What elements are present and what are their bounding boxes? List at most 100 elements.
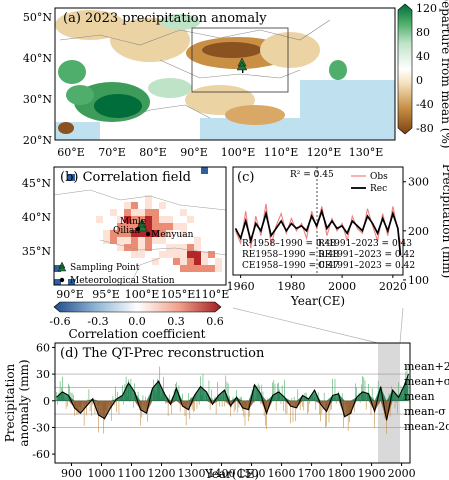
correlation-cell xyxy=(187,244,194,251)
correlation-cell xyxy=(159,230,166,237)
x-tick-label: 1300 xyxy=(178,467,206,480)
stat-left: RE1958–1990 = 0.48 xyxy=(242,250,339,260)
correlation-cell xyxy=(103,230,110,237)
zoom-connector xyxy=(399,307,404,344)
correlation-cell xyxy=(138,216,145,223)
site-label-minle: Minle xyxy=(120,217,146,227)
x-tick-label: 2000 xyxy=(328,280,356,293)
correlation-cell xyxy=(124,209,131,216)
correlation-cell xyxy=(187,251,194,258)
correlation-cell xyxy=(145,209,152,216)
correlation-cell xyxy=(68,174,75,181)
y-tick-label: 60 xyxy=(36,341,50,354)
site-label-qilian: Qilian xyxy=(113,226,140,236)
x-tick-label: 1100 xyxy=(118,467,146,480)
correlation-cell xyxy=(124,202,131,209)
correlation-cell xyxy=(159,216,166,223)
panel-a-frame xyxy=(54,7,396,141)
colorbar-b-tick: -0.3 xyxy=(87,315,108,328)
correlation-cell xyxy=(145,223,152,230)
correlation-cell xyxy=(117,230,124,237)
correlation-cell xyxy=(159,251,166,258)
panel-c-xlabel: Year(CE) xyxy=(290,294,345,308)
correlation-cell xyxy=(215,265,222,272)
correlation-cell xyxy=(187,216,194,223)
lat-tick-label: 45°N xyxy=(22,177,51,190)
correlation-cell xyxy=(215,258,222,265)
correlation-cell xyxy=(152,258,159,265)
correlation-cell xyxy=(159,202,166,209)
correlation-cell xyxy=(194,237,201,244)
colorbar-a-bar xyxy=(397,3,413,135)
correlation-cell xyxy=(173,244,180,251)
colorbar-a-tick: -80 xyxy=(416,122,434,135)
correlation-cell xyxy=(208,265,215,272)
lon-tick-label: 70°E xyxy=(98,146,126,159)
lon-tick-label: 130°E xyxy=(349,146,384,159)
correlation-cell xyxy=(131,237,138,244)
ref-label: mean+σ xyxy=(404,375,449,388)
panel-b: (b) Correlation field Minle Qilian Menyu… xyxy=(22,166,230,341)
panel-d-ylabel-line2: anomaly (mm) xyxy=(17,359,31,446)
correlation-cell xyxy=(180,209,187,216)
panel-c-r2: R² = 0.45 xyxy=(290,170,334,180)
colorbar-a-tick: -40 xyxy=(416,98,434,111)
colorbar-a-tick: 0 xyxy=(416,74,423,87)
panel-b-colorbar: -0.6 -0.3 0.0 0.3 0.6 Correlation coeffi… xyxy=(49,301,224,341)
panel-c-label: (c) xyxy=(237,170,254,185)
dry-region xyxy=(55,10,125,40)
dry-region xyxy=(58,122,74,134)
lat-tick-label: 35°N xyxy=(22,245,51,258)
panel-c: (c) R² = 0.45 Obs Rec R²1958–1990 = 0.48… xyxy=(227,164,449,308)
correlation-cell xyxy=(110,230,117,237)
panel-c-plot xyxy=(234,203,402,256)
x-tick-label: 1600 xyxy=(268,467,296,480)
stat-right: RE1991–2023 = 0.42 xyxy=(318,250,415,260)
x-tick-label: 1700 xyxy=(298,467,326,480)
correlation-cell xyxy=(201,167,208,174)
panel-a-colorbar: 120 80 40 0 -40 -80 Departure from mean … xyxy=(397,0,449,149)
panel-d-ylabel-line1: Precipitation xyxy=(3,363,17,442)
correlation-cell xyxy=(201,265,208,272)
stat-left: R²1958–1990 = 0.48 xyxy=(242,239,336,249)
correlation-cell xyxy=(110,237,117,244)
colorbar-a-tick: 40 xyxy=(416,50,430,63)
lon-tick-label: 110°E xyxy=(195,288,230,301)
correlation-cell xyxy=(152,209,159,216)
colorbar-a-label: Departure from mean (%) xyxy=(439,0,449,149)
panel-b-title: (b) Correlation field xyxy=(60,170,191,185)
wet-region xyxy=(148,78,192,98)
ref-label: mean-σ xyxy=(404,405,446,418)
correlation-cell xyxy=(166,223,173,230)
correlation-cell xyxy=(138,237,145,244)
colorbar-b-tick: 0.0 xyxy=(128,315,146,328)
dry-anomaly-area xyxy=(56,400,409,421)
legend-sampling-icon xyxy=(57,261,67,272)
colorbar-b-tick: 0.6 xyxy=(206,315,224,328)
correlation-cell xyxy=(131,244,138,251)
station-marker xyxy=(145,231,151,237)
province-borders xyxy=(54,189,226,285)
correlation-cell xyxy=(124,237,131,244)
panel-d: (d) The QT-Prec reconstruction 900 1000 11… xyxy=(3,341,449,480)
correlation-cell xyxy=(187,265,194,272)
legend-station-label: Meteorological Station xyxy=(70,276,175,286)
lat-tick-label: 50°N xyxy=(23,11,52,24)
y-tick-label: 100 xyxy=(408,274,429,287)
correlation-cell xyxy=(131,223,138,230)
panel-d-plot xyxy=(55,365,410,434)
correlation-cell xyxy=(124,223,131,230)
smoothed-line xyxy=(56,373,410,421)
panel-d-ticks: 900 1000 1100 1200 1300 1400 1500 1600 1700 1800 1… xyxy=(32,341,415,480)
correlation-cell xyxy=(173,223,180,230)
dry-region xyxy=(225,105,285,125)
series-line-rec xyxy=(234,208,402,256)
correlation-cell xyxy=(131,230,138,237)
y-tick-label: 30 xyxy=(36,368,50,381)
correlation-cell xyxy=(180,265,187,272)
x-tick-label: 2020 xyxy=(379,280,407,293)
dry-region xyxy=(202,42,262,58)
colorbar-b-tick: 0.3 xyxy=(167,315,185,328)
correlation-cell xyxy=(194,265,201,272)
stat-right: CE1991–2023 = 0.42 xyxy=(318,261,415,271)
